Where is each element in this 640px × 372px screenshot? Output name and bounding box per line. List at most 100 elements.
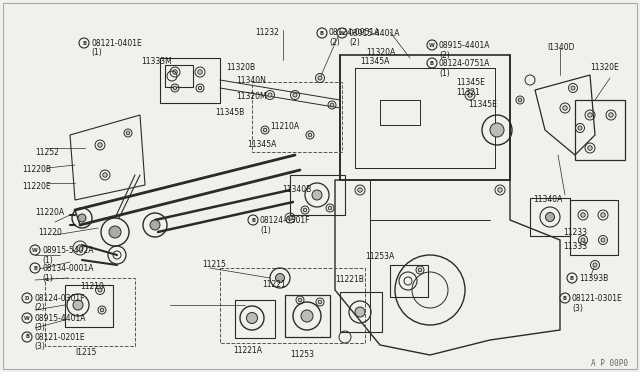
Bar: [160, 58, 220, 103]
Text: 11345E: 11345E: [456, 78, 485, 87]
Text: A P 00P0: A P 00P0: [591, 359, 628, 368]
Text: B: B: [82, 41, 86, 45]
Circle shape: [98, 288, 102, 292]
Circle shape: [22, 313, 32, 323]
Circle shape: [560, 293, 570, 303]
Text: B: B: [25, 334, 29, 340]
Text: 11253: 11253: [290, 350, 314, 359]
Text: 11221: 11221: [262, 280, 285, 289]
Circle shape: [100, 308, 104, 312]
Text: 11221A: 11221A: [233, 346, 262, 355]
Text: 11253A: 11253A: [365, 252, 394, 261]
Circle shape: [427, 58, 437, 68]
Circle shape: [22, 293, 32, 303]
Circle shape: [78, 214, 86, 222]
Text: 08121-0301E: 08121-0301E: [572, 294, 623, 303]
Text: 11340A: 11340A: [533, 195, 563, 204]
Bar: [65, 285, 113, 327]
Circle shape: [588, 113, 592, 117]
Text: B: B: [33, 266, 37, 270]
Circle shape: [288, 216, 292, 220]
Circle shape: [355, 307, 365, 317]
Text: W: W: [339, 31, 345, 35]
Circle shape: [73, 300, 83, 310]
Circle shape: [318, 76, 322, 80]
Bar: [530, 198, 570, 236]
Circle shape: [173, 86, 177, 90]
Bar: [285, 295, 330, 337]
Text: W: W: [24, 315, 30, 321]
Circle shape: [418, 268, 422, 272]
Text: B: B: [430, 61, 434, 65]
Text: 11333M: 11333M: [141, 57, 172, 66]
Text: 11345B: 11345B: [215, 108, 244, 117]
Text: 08134-0001A: 08134-0001A: [42, 264, 93, 273]
Bar: [340, 292, 382, 332]
Circle shape: [328, 206, 332, 210]
Text: 08915-4401A: 08915-4401A: [34, 314, 86, 323]
Circle shape: [77, 245, 83, 251]
Text: I1340D: I1340D: [547, 43, 575, 52]
Circle shape: [318, 300, 322, 304]
Text: 11333: 11333: [563, 242, 587, 251]
Circle shape: [79, 38, 89, 48]
Circle shape: [275, 273, 285, 282]
Bar: [340, 55, 510, 180]
Circle shape: [293, 93, 297, 97]
Text: B: B: [251, 218, 255, 222]
Bar: [355, 68, 495, 168]
Circle shape: [248, 215, 258, 225]
Bar: [390, 265, 428, 297]
Text: W: W: [429, 42, 435, 48]
Circle shape: [601, 238, 605, 242]
Text: 11320E: 11320E: [590, 63, 619, 72]
Text: 08915-4401A: 08915-4401A: [439, 41, 490, 50]
Circle shape: [198, 86, 202, 90]
Circle shape: [601, 213, 605, 217]
Circle shape: [98, 143, 102, 147]
Text: (1): (1): [42, 256, 52, 265]
Circle shape: [567, 273, 577, 283]
Text: (1): (1): [260, 226, 271, 235]
Text: 08124-0751A: 08124-0751A: [439, 59, 490, 68]
Text: 08124-0301F: 08124-0301F: [260, 216, 310, 225]
Bar: [45, 278, 135, 346]
Circle shape: [268, 93, 272, 97]
Circle shape: [337, 28, 347, 38]
Circle shape: [545, 212, 554, 221]
Text: 11232: 11232: [255, 28, 279, 37]
Text: 11220B: 11220B: [22, 165, 51, 174]
Bar: [290, 175, 345, 215]
Text: 11320A: 11320A: [366, 48, 396, 57]
Circle shape: [468, 93, 472, 97]
Circle shape: [580, 213, 585, 217]
Text: 11220A: 11220A: [35, 208, 64, 217]
Circle shape: [317, 28, 327, 38]
Text: 11215: 11215: [202, 260, 226, 269]
Text: 11233: 11233: [563, 228, 587, 237]
Text: 11345A: 11345A: [360, 57, 389, 66]
Text: (2): (2): [349, 38, 360, 47]
Text: l1215: l1215: [75, 348, 97, 357]
Text: 11320M: 11320M: [236, 92, 267, 101]
Circle shape: [263, 128, 267, 132]
Text: 11210: 11210: [80, 282, 104, 291]
Circle shape: [578, 126, 582, 130]
Text: D: D: [25, 295, 29, 301]
Text: (2): (2): [329, 38, 340, 47]
Circle shape: [308, 133, 312, 137]
Text: (3): (3): [34, 323, 45, 332]
Text: 11345A: 11345A: [247, 140, 276, 149]
Circle shape: [581, 238, 585, 242]
Text: 11340B: 11340B: [282, 185, 311, 194]
Text: 11393B: 11393B: [579, 274, 608, 283]
Text: 08915-5402A: 08915-5402A: [42, 246, 93, 255]
Circle shape: [109, 226, 121, 238]
Text: B: B: [563, 295, 567, 301]
Circle shape: [588, 146, 592, 150]
Text: W: W: [32, 247, 38, 253]
Text: 11321: 11321: [456, 88, 480, 97]
Bar: [252, 82, 342, 152]
Text: 11220E: 11220E: [22, 182, 51, 191]
Bar: [220, 268, 365, 343]
